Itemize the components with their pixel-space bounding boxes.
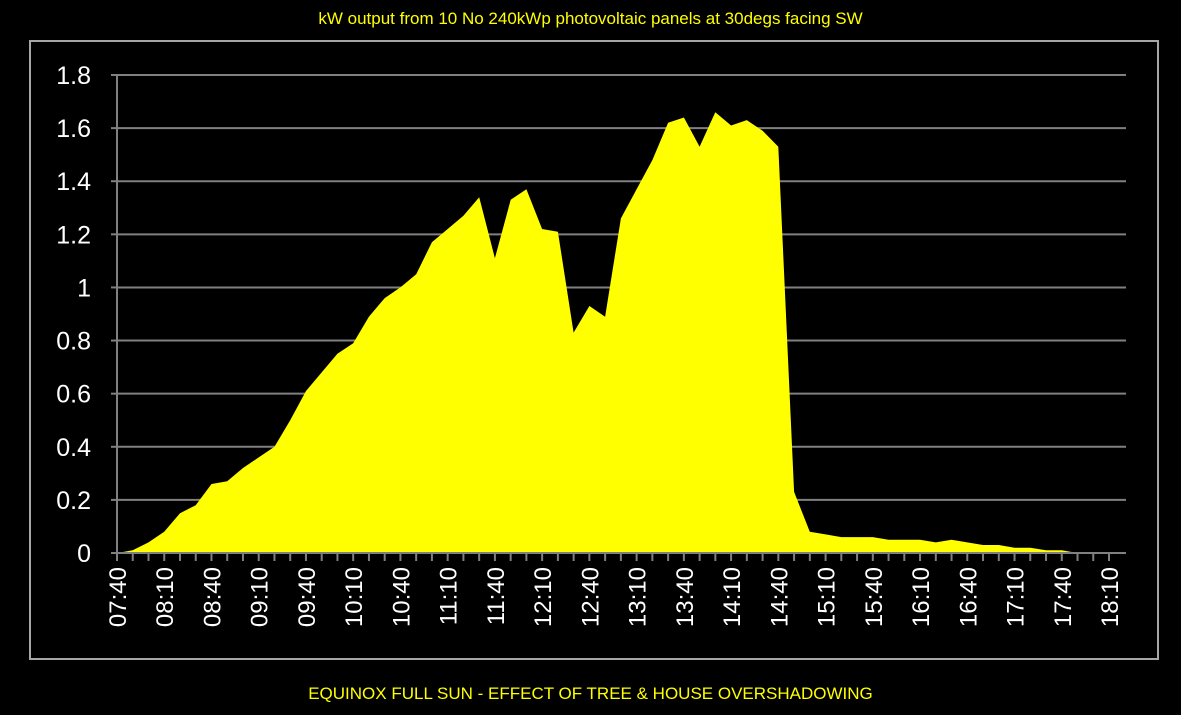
y-tick-label: 1 [77,274,91,302]
area-series [117,112,1109,553]
x-tick-label: 15:40 [861,567,888,627]
x-tick-label: 12:40 [577,567,604,627]
y-tick-label: 1.4 [56,168,91,196]
x-tick-label: 16:40 [955,567,982,627]
x-tick-label: 11:10 [436,567,463,625]
y-tick-label: 0.4 [56,434,91,462]
plot-frame [29,40,1159,660]
x-tick-label: 18:10 [1097,567,1124,627]
y-axis-ticks: 0 0.2 0.4 0.6 0.8 1 1.2 1.4 1.6 1.8 [56,62,117,568]
y-tick-label: 0.2 [56,487,91,515]
x-tick-label: 13:10 [625,567,652,627]
x-tick-label: 17:40 [1050,567,1077,627]
x-tick-label: 10:10 [341,567,368,627]
x-tick-label: 09:40 [294,567,321,627]
x-tick-label: 08:10 [152,567,179,627]
x-axis-ticks: 07:40 08:10 08:40 09:10 09:40 10:10 10:40 11:10… [105,553,1124,627]
x-tick-label: 13:40 [672,567,699,627]
x-tick-label: 15:10 [814,567,841,627]
y-tick-label: 0.8 [56,328,91,356]
y-tick-label: 0.6 [56,381,91,409]
x-tick-label: 10:40 [388,567,415,627]
y-tick-label: 1.8 [56,62,91,90]
x-tick-label: 08:40 [199,567,226,627]
y-tick-label: 1.6 [56,115,91,143]
series-area [117,112,1109,553]
chart-title: kW output from 10 No 240kWp photovoltaic… [318,9,863,28]
x-tick-label: 17:10 [1003,567,1030,627]
x-tick-label: 14:40 [766,567,793,627]
x-tick-label: 14:10 [719,567,746,627]
x-tick-label: 09:10 [247,567,274,627]
x-tick-label: 11:40 [483,567,510,625]
x-tick-label: 07:40 [105,567,132,627]
x-tick-label: 12:10 [530,567,557,627]
y-tick-label: 1.2 [56,221,91,249]
x-tick-label: 16:10 [908,567,935,627]
chart-caption: EQUINOX FULL SUN - EFFECT OF TREE & HOUS… [308,684,873,703]
y-tick-label: 0 [77,540,91,568]
